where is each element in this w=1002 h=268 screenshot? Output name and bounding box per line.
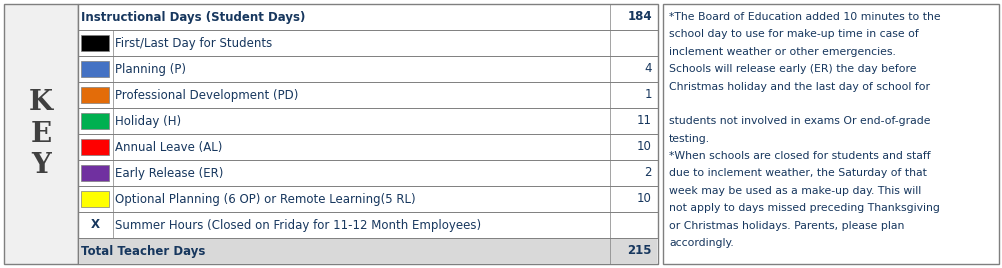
Text: inclement weather or other emergencies.: inclement weather or other emergencies. bbox=[668, 47, 895, 57]
Text: Summer Hours (Closed on Friday for 11-12 Month Employees): Summer Hours (Closed on Friday for 11-12… bbox=[115, 218, 481, 232]
Text: 1: 1 bbox=[644, 88, 651, 102]
FancyBboxPatch shape bbox=[662, 4, 998, 264]
Text: 215: 215 bbox=[627, 244, 651, 258]
Text: testing.: testing. bbox=[668, 134, 709, 144]
Text: Optional Planning (6 OP) or Remote Learning(5 RL): Optional Planning (6 OP) or Remote Learn… bbox=[115, 192, 415, 206]
FancyBboxPatch shape bbox=[4, 4, 78, 264]
Text: 184: 184 bbox=[626, 10, 651, 24]
FancyBboxPatch shape bbox=[81, 87, 109, 103]
FancyBboxPatch shape bbox=[78, 4, 657, 264]
Text: Annual Leave (AL): Annual Leave (AL) bbox=[115, 140, 222, 154]
Text: Holiday (H): Holiday (H) bbox=[115, 114, 181, 128]
Text: First/Last Day for Students: First/Last Day for Students bbox=[115, 36, 272, 50]
Text: not apply to days missed preceding Thanksgiving: not apply to days missed preceding Thank… bbox=[668, 203, 939, 213]
Text: or Christmas holidays. Parents, please plan: or Christmas holidays. Parents, please p… bbox=[668, 221, 904, 230]
Text: Early Release (ER): Early Release (ER) bbox=[115, 166, 223, 180]
Text: school day to use for make-up time in case of: school day to use for make-up time in ca… bbox=[668, 29, 918, 39]
Text: Christmas holiday and the last day of school for: Christmas holiday and the last day of sc… bbox=[668, 81, 929, 91]
FancyBboxPatch shape bbox=[81, 191, 109, 207]
Text: Professional Development (PD): Professional Development (PD) bbox=[115, 88, 298, 102]
Text: 10: 10 bbox=[636, 140, 651, 154]
Text: Instructional Days (Student Days): Instructional Days (Student Days) bbox=[81, 10, 305, 24]
FancyBboxPatch shape bbox=[81, 35, 109, 51]
Text: Planning (P): Planning (P) bbox=[115, 62, 185, 76]
FancyBboxPatch shape bbox=[81, 139, 109, 155]
Text: *The Board of Education added 10 minutes to the: *The Board of Education added 10 minutes… bbox=[668, 12, 940, 22]
Text: week may be used as a make-up day. This will: week may be used as a make-up day. This … bbox=[668, 186, 920, 196]
Text: *When schools are closed for students and staff: *When schools are closed for students an… bbox=[668, 151, 930, 161]
Text: Total Teacher Days: Total Teacher Days bbox=[81, 244, 205, 258]
FancyBboxPatch shape bbox=[81, 113, 109, 129]
FancyBboxPatch shape bbox=[81, 61, 109, 77]
Text: students not involved in exams Or end-of-grade: students not involved in exams Or end-of… bbox=[668, 116, 930, 126]
Text: 4: 4 bbox=[644, 62, 651, 76]
Text: Schools will release early (ER) the day before: Schools will release early (ER) the day … bbox=[668, 64, 916, 74]
FancyBboxPatch shape bbox=[79, 239, 656, 263]
Text: 10: 10 bbox=[636, 192, 651, 206]
Text: K
E
Y: K E Y bbox=[29, 89, 53, 179]
FancyBboxPatch shape bbox=[81, 165, 109, 181]
Text: 2: 2 bbox=[644, 166, 651, 180]
Text: X: X bbox=[90, 218, 99, 232]
Text: due to inclement weather, the Saturday of that: due to inclement weather, the Saturday o… bbox=[668, 168, 926, 178]
Text: accordingly.: accordingly. bbox=[668, 238, 733, 248]
Text: 11: 11 bbox=[636, 114, 651, 128]
